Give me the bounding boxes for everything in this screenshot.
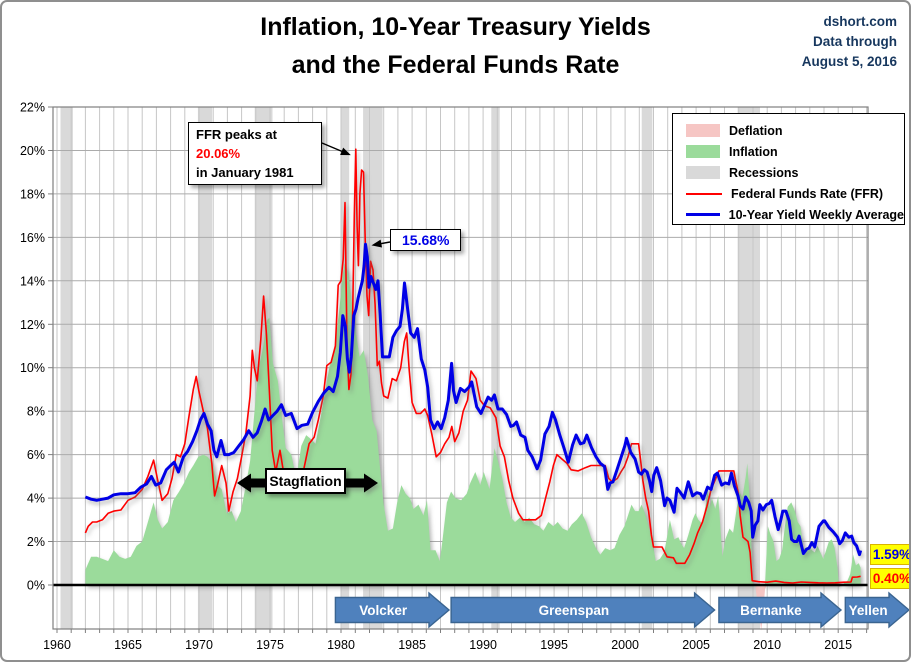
x-tick-label: 2005	[682, 638, 710, 652]
axis-labels: 0% 2% 4% 6% 8% 10% 12% 14% 16% 18% 20% 22% 1960 1965 1…	[20, 101, 868, 652]
legend-label: Deflation	[729, 123, 783, 138]
ffr-line-swatch	[686, 192, 722, 195]
y-tick-label: 6%	[27, 448, 45, 462]
inflation-area	[85, 263, 861, 585]
treasury-line-swatch	[686, 213, 720, 216]
x-tick-label: 1995	[540, 638, 568, 652]
x-tick-label: 2015	[824, 638, 852, 652]
legend-label: Federal Funds Rate (FFR)	[731, 186, 884, 201]
y-tick-label: 4%	[27, 492, 45, 506]
treasury-end-value-tag: 1.59%	[870, 544, 909, 565]
treasury-yield-line	[84, 242, 863, 557]
legend-item-treasury: 10-Year Yield Weekly Average	[686, 204, 904, 225]
source-data-through: Data through	[813, 34, 897, 49]
y-tick-label: 18%	[20, 187, 45, 201]
legend-item-deflation: Deflation	[686, 120, 904, 141]
x-tick-label: 2010	[753, 638, 781, 652]
chart-title-line1: Inflation, 10-Year Treasury Yields	[260, 13, 651, 41]
y-tick-label: 12%	[20, 318, 45, 332]
fed-chair-label: Bernanke	[740, 603, 802, 618]
fed-chair-label: Volcker	[359, 603, 408, 618]
legend-item-inflation: Inflation	[686, 141, 904, 162]
y-tick-label: 0%	[27, 579, 45, 593]
y-tick-label: 14%	[20, 274, 45, 288]
treasury-peak-value: 15.68%	[402, 232, 450, 248]
x-tick-label: 1990	[469, 638, 497, 652]
stagflation-label: Stagflation	[269, 473, 342, 489]
fed-chair-label: Yellen	[849, 603, 888, 618]
y-tick-label: 22%	[20, 101, 45, 115]
deflation-swatch	[686, 124, 720, 137]
ffr-peak-value: 20.06%	[196, 146, 241, 161]
legend-label: 10-Year Yield Weekly Average	[728, 207, 904, 222]
fed-chair-arrow-yellen: Yellen	[844, 591, 909, 629]
x-tick-label: 1970	[185, 638, 213, 652]
callout-arrows	[321, 142, 391, 248]
fed-chair-arrow-greenspan: Greenspan	[450, 591, 716, 629]
y-tick-label: 8%	[27, 405, 45, 419]
y-tick-label: 16%	[20, 231, 45, 245]
x-tick-label: 1980	[327, 638, 355, 652]
chart-title-line2: and the Federal Funds Rate	[291, 51, 620, 79]
source-attribution: dshort.com Data through August 5, 2016	[802, 12, 897, 72]
fed-chair-label: Greenspan	[539, 603, 610, 618]
x-tick-label: 1975	[256, 638, 284, 652]
legend: Deflation Inflation Recessions Federal F…	[672, 113, 905, 225]
treasury-peak-callout: 15.68%	[390, 229, 462, 251]
x-tick-label: 1965	[114, 638, 142, 652]
ffr-line	[84, 148, 861, 584]
source-site[interactable]: dshort.com	[823, 14, 897, 29]
legend-label: Inflation	[729, 144, 778, 159]
legend-item-ffr: Federal Funds Rate (FFR)	[686, 183, 904, 204]
legend-item-recessions: Recessions	[686, 162, 904, 183]
stagflation-label-box: Stagflation	[265, 468, 346, 494]
y-tick-label: 10%	[20, 361, 45, 375]
inflation-swatch	[686, 145, 720, 158]
x-tick-label: 1960	[43, 638, 71, 652]
ffr-end-value-tag: 0.40%	[870, 568, 909, 589]
x-tick-label: 2000	[611, 638, 639, 652]
fed-chair-arrow-bernanke: Bernanke	[718, 591, 843, 629]
y-tick-label: 2%	[27, 535, 45, 549]
y-tick-label: 20%	[20, 144, 45, 158]
ffr-peak-text: FFR peaks at	[196, 127, 277, 142]
ffr-peak-date: in January 1981	[196, 165, 294, 180]
ffr-peak-callout: FFR peaks at 20.06% in January 1981	[188, 122, 322, 185]
source-date: August 5, 2016	[801, 54, 897, 69]
recessions-swatch	[686, 166, 720, 179]
legend-label: Recessions	[729, 165, 799, 180]
fed-chair-arrow-volcker: Volcker	[334, 591, 451, 629]
x-tick-label: 1985	[398, 638, 426, 652]
